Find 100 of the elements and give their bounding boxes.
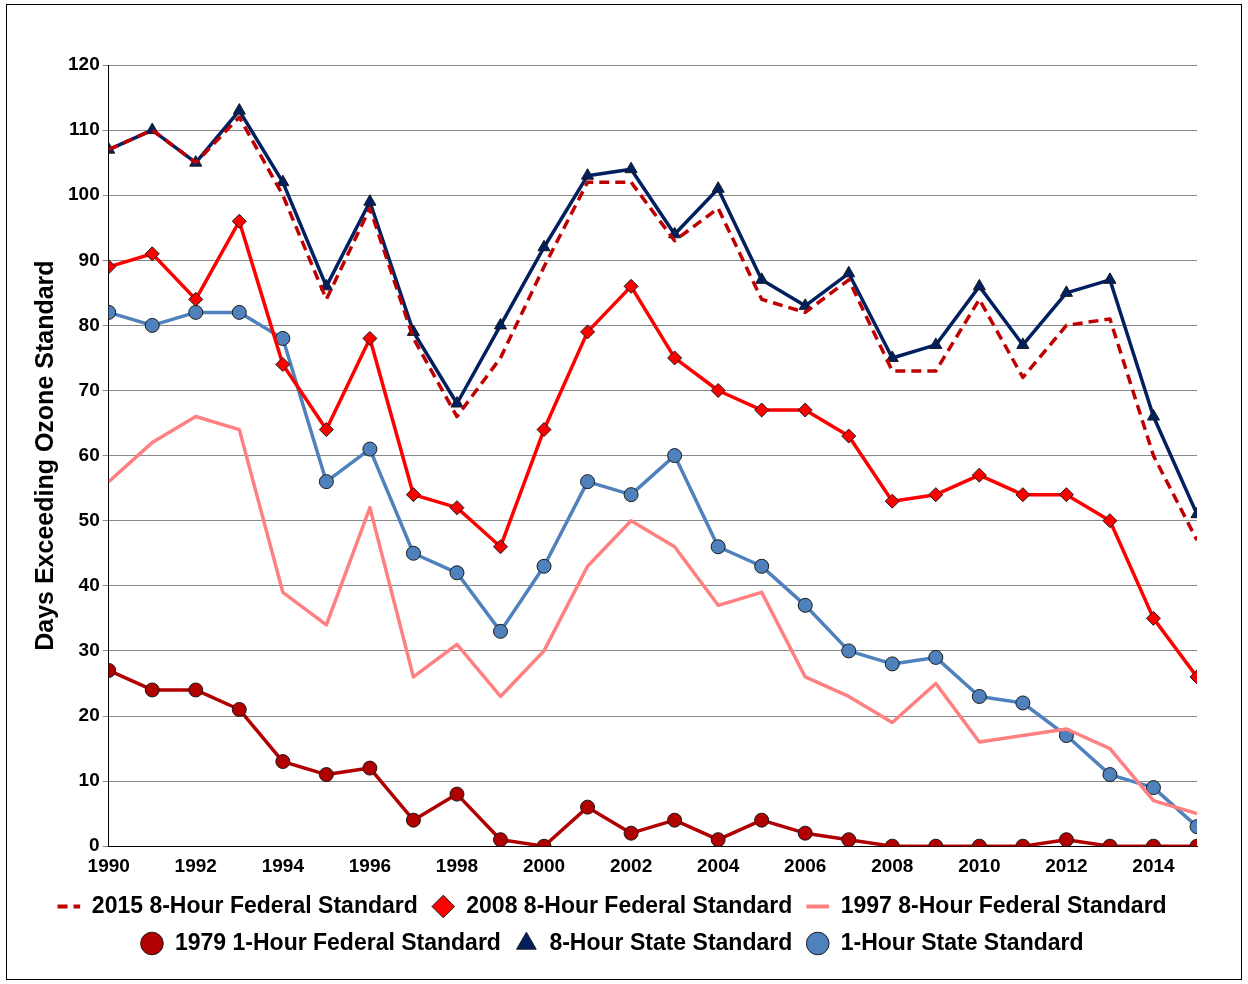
x-tick-label: 1990 <box>87 854 130 876</box>
x-tick-label: 2002 <box>609 854 653 876</box>
point <box>144 317 160 333</box>
point <box>275 754 291 770</box>
point <box>318 422 334 438</box>
y-axis-title: Days Exceeding Ozone Standard <box>29 260 58 651</box>
x-tick-label: 2014 <box>1132 854 1176 876</box>
point <box>1015 487 1031 503</box>
point <box>971 467 987 483</box>
point <box>884 656 900 672</box>
point <box>449 786 465 802</box>
point <box>492 832 508 847</box>
point <box>580 168 595 180</box>
point <box>362 441 378 457</box>
point <box>188 291 204 307</box>
point <box>928 649 944 665</box>
y-tick-label: 100 <box>68 183 100 205</box>
point <box>710 832 726 847</box>
point <box>1015 695 1031 711</box>
x-tick-label: 1996 <box>348 854 392 876</box>
y-tick-label: 20 <box>78 704 100 726</box>
point <box>1145 610 1161 626</box>
y-tick-label: 110 <box>69 118 100 140</box>
point <box>1058 832 1074 847</box>
x-tick-label: 1994 <box>261 854 305 876</box>
point <box>884 493 900 509</box>
x-tick-label: 1998 <box>435 854 479 876</box>
point <box>1102 767 1118 783</box>
point <box>493 317 508 330</box>
point <box>580 474 596 490</box>
point <box>231 213 247 229</box>
point <box>623 278 639 294</box>
point <box>797 597 813 613</box>
legend-label: 1979 1-Hour Federal Standard <box>174 928 501 955</box>
point <box>275 356 291 372</box>
point <box>580 324 596 340</box>
point <box>928 487 944 503</box>
point <box>1016 337 1030 349</box>
legend-label: 2015 8-Hour Federal Standard <box>91 891 418 918</box>
point <box>144 682 160 698</box>
point <box>232 103 246 115</box>
point <box>405 545 421 561</box>
point <box>318 767 334 783</box>
point <box>492 623 508 639</box>
point <box>450 396 464 408</box>
point <box>405 487 421 503</box>
point <box>449 500 465 516</box>
point <box>754 558 770 574</box>
point <box>318 474 334 490</box>
point <box>797 402 813 418</box>
x-tick-label: 2000 <box>522 854 566 876</box>
point <box>188 682 204 698</box>
point <box>492 539 508 555</box>
legend-label: 8-Hour State Standard <box>549 928 793 955</box>
legend-label: 1-Hour State Standard <box>840 928 1084 955</box>
point <box>841 428 857 444</box>
point <box>363 194 377 206</box>
point <box>667 350 683 366</box>
point <box>276 174 290 187</box>
point <box>929 337 943 349</box>
point <box>536 558 552 574</box>
point <box>624 161 638 174</box>
y-tick-label: 40 <box>78 574 100 596</box>
point <box>971 688 987 704</box>
legend-label: 1997 8-Hour Federal Standard <box>840 891 1167 918</box>
point <box>1145 780 1161 796</box>
y-tick-label: 70 <box>78 378 100 400</box>
point <box>362 760 378 776</box>
y-tick-label: 30 <box>78 639 100 661</box>
y-tick-label: 90 <box>78 248 100 270</box>
point <box>711 181 725 193</box>
point <box>449 565 465 581</box>
point <box>1146 409 1161 421</box>
point <box>797 825 813 841</box>
point <box>798 298 812 310</box>
point <box>537 239 551 252</box>
y-tick-label: 120 <box>68 53 100 75</box>
point <box>1103 272 1117 284</box>
point <box>580 799 596 815</box>
point <box>755 272 769 284</box>
y-tick-label: 80 <box>78 313 100 335</box>
point <box>623 487 639 503</box>
point <box>188 304 204 320</box>
point <box>841 643 857 659</box>
legend-label: 2008 8-Hour Federal Standard <box>466 891 793 918</box>
point <box>1102 513 1118 529</box>
x-tick-label: 2008 <box>871 854 914 876</box>
x-tick-label: 2012 <box>1045 854 1088 876</box>
point <box>710 383 726 398</box>
x-tick-label: 2006 <box>784 854 827 876</box>
point <box>536 422 552 438</box>
x-tick-label: 1992 <box>174 854 217 876</box>
point <box>710 539 726 555</box>
y-tick-label: 0 <box>89 834 100 856</box>
point <box>885 350 899 362</box>
point <box>667 812 683 828</box>
point <box>841 832 857 847</box>
y-tick-label: 50 <box>78 508 100 530</box>
point <box>144 246 160 262</box>
y-tick-label: 60 <box>78 443 100 465</box>
